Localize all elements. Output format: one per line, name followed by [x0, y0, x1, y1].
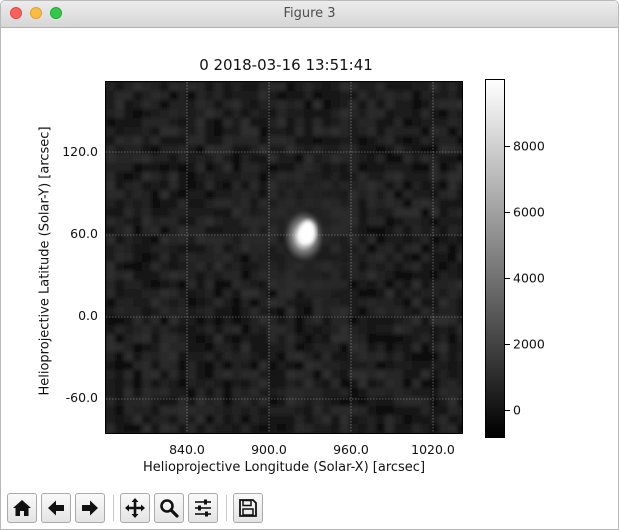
- toolbar-separator: [113, 495, 114, 521]
- subplots-sliders-icon: [195, 499, 211, 517]
- home-icon: [13, 500, 31, 516]
- colorbar-tick: [505, 410, 510, 411]
- save-floppy-icon: [239, 499, 257, 517]
- colorbar-tick: [505, 146, 510, 147]
- figure-canvas[interactable]: 0 2018-03-16 13:51:41: [1, 28, 618, 483]
- minimize-window-button[interactable]: [30, 7, 42, 19]
- pan-button[interactable]: [120, 493, 150, 523]
- zoom-button[interactable]: [154, 493, 184, 523]
- x-tick-label: 840.0: [169, 442, 205, 457]
- forward-arrow-icon: [82, 500, 98, 516]
- x-axis-label: Helioprojective Longitude (Solar-X) [arc…: [142, 460, 426, 475]
- map-image-svg: [106, 82, 462, 433]
- colorbar-tick-label: 4000: [513, 270, 545, 286]
- configure-subplots-button[interactable]: [188, 493, 218, 523]
- colorbar-tick-label: 2000: [513, 336, 545, 352]
- zoom-magnifier-icon: [160, 499, 179, 518]
- coordinate-grid: [106, 82, 462, 433]
- back-arrow-icon: [48, 500, 64, 516]
- y-tick-label: 120.0: [62, 144, 98, 159]
- maximize-window-button[interactable]: [50, 7, 62, 19]
- colorbar-tick: [505, 278, 510, 279]
- home-button[interactable]: [7, 493, 37, 523]
- navigation-toolbar: [1, 487, 618, 529]
- colorbar-tick: [505, 344, 510, 345]
- window-title: Figure 3: [283, 6, 336, 21]
- colorbar-tick-label: 8000: [513, 138, 545, 154]
- y-tick-label: -60.0: [65, 390, 98, 405]
- forward-button[interactable]: [75, 493, 105, 523]
- map-image[interactable]: [105, 81, 463, 434]
- colorbar-tick-label: 0: [513, 402, 521, 418]
- y-tick-label: 60.0: [70, 226, 98, 241]
- y-axis-label: Helioprojective Latitude (Solar-Y) [arcs…: [37, 126, 53, 396]
- plot-title: 0 2018-03-16 13:51:41: [199, 56, 373, 74]
- x-tick-label: 900.0: [251, 442, 287, 457]
- colorbar-tick-label: 6000: [513, 204, 545, 220]
- colorbar: [485, 79, 505, 438]
- toolbar-separator: [226, 495, 227, 521]
- close-window-button[interactable]: [10, 7, 22, 19]
- save-button[interactable]: [233, 493, 263, 523]
- x-tick-label: 1020.0: [411, 442, 455, 457]
- y-tick-label: 0.0: [78, 308, 98, 323]
- window-titlebar[interactable]: Figure 3: [1, 1, 618, 28]
- back-button[interactable]: [41, 493, 71, 523]
- x-tick-label: 960.0: [333, 442, 369, 457]
- pan-move-icon: [125, 498, 145, 518]
- colorbar-tick: [505, 212, 510, 213]
